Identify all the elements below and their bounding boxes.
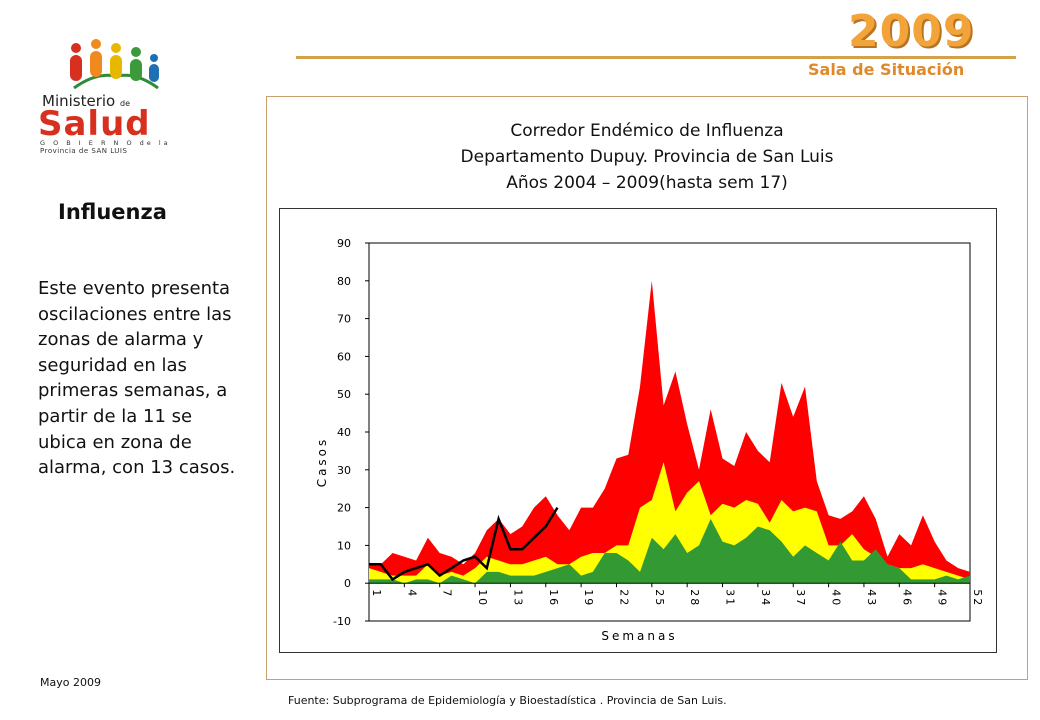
x-tick-label: 13 [511,589,524,607]
x-tick-label: 31 [724,589,737,607]
y-tick-label: 90 [337,237,351,250]
y-tick-label: 0 [344,577,351,590]
header-subtitle: Sala de Situación [808,60,965,79]
x-tick-label: 7 [441,589,454,598]
y-tick-label: 20 [337,502,351,515]
x-tick-label: 19 [582,589,595,607]
y-tick-label: -10 [333,615,351,628]
people-figures-icon [70,39,159,90]
chart-title: Corredor Endémico de Influenza Departame… [266,118,1028,196]
logo-gobierno-text: G O B I E R N O de la [40,139,171,147]
y-tick-label: 40 [337,426,351,439]
series-alarma-area [369,280,970,584]
y-tick-label: 50 [337,388,351,401]
header-divider [296,56,1016,59]
chart-frame [266,96,1028,680]
series-exito-area [369,518,970,584]
x-tick-label: 28 [688,589,701,607]
logo-ministerio-text: Ministerio de [42,92,131,110]
logo-provincia-text: Provincia de SAN LUIS [40,147,128,155]
section-description: Este evento presenta oscilaciones entre … [38,278,236,479]
y-axis-label: Casos [315,437,329,488]
x-axis-label: Semanas [601,629,677,643]
source-note: Fuente: Subprograma de Epidemiología y B… [288,694,727,707]
chart-title-line-3: Años 2004 – 2009(hasta sem 17) [506,173,788,193]
ministerio-logo [70,39,159,90]
chart-title-line-2: Departamento Dupuy. Provincia de San Lui… [460,147,834,167]
chart-title-line-1: Corredor Endémico de Influenza [510,121,784,141]
x-tick-label: 46 [900,589,913,607]
x-tick-label: 34 [759,589,772,607]
x-tick-label: 1 [370,589,383,598]
section-title: Influenza [58,200,167,224]
x-tick-label: 4 [405,589,418,598]
x-tick-label: 40 [830,589,843,607]
y-tick-label: 70 [337,313,351,326]
y-tick-label: 60 [337,350,351,363]
x-tick-label: 25 [653,589,666,607]
plot-box [279,208,997,653]
series-seguridad-area [369,462,970,584]
x-tick-label: 43 [865,589,878,607]
x-tick-label: 16 [547,589,560,607]
logo-salud-text: Salud [38,104,151,144]
x-tick-label: 10 [476,589,489,607]
x-tick-label: 52 [971,589,984,607]
report-date: Mayo 2009 [40,676,101,689]
x-tick-label: 22 [617,589,630,607]
series-casos-2009-line [369,506,559,582]
y-tick-label: 30 [337,464,351,477]
x-tick-label: 37 [794,589,807,607]
header-year: 2009 [848,6,975,57]
y-tick-label: 10 [337,539,351,552]
x-tick-label: 49 [936,589,949,607]
y-tick-label: 80 [337,275,351,288]
